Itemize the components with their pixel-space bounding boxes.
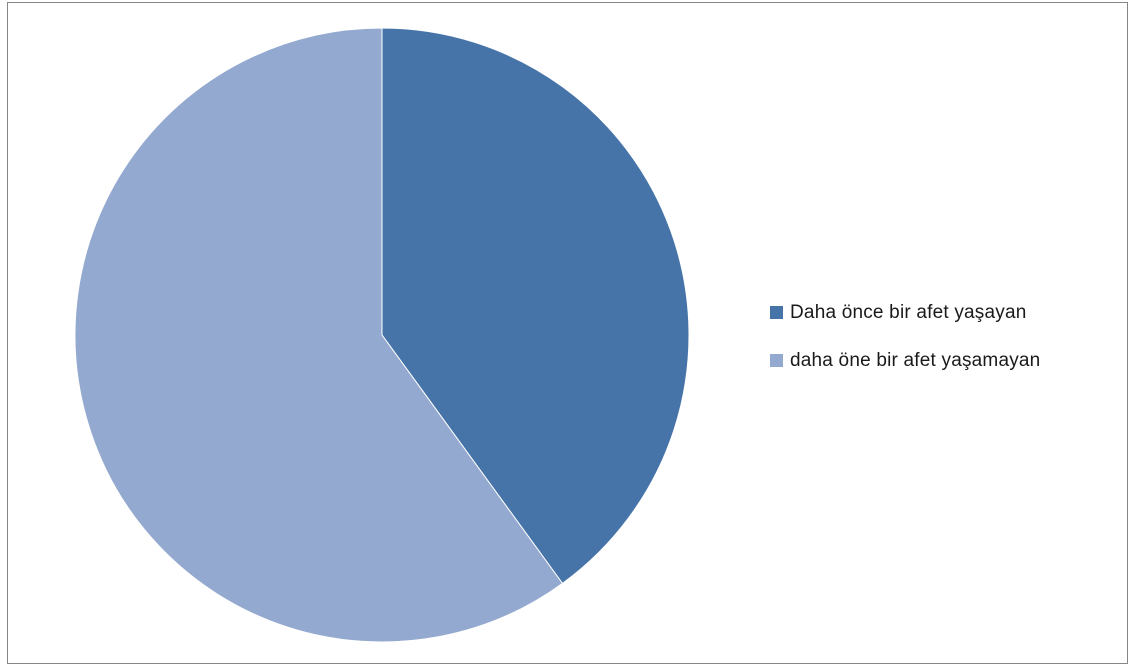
legend-label-0: Daha önce bir afet yaşayan (790, 301, 1027, 323)
legend: Daha önce bir afet yaşayan daha öne bir … (770, 297, 1040, 393)
legend-label-1: daha öne bir afet yaşamayan (790, 349, 1041, 371)
legend-swatch-1 (770, 354, 783, 367)
pie-slice-1 (74, 27, 564, 643)
legend-item-0: Daha önce bir afet yaşayan (770, 297, 1040, 328)
pie-slice-0 (381, 27, 690, 585)
legend-swatch-0 (770, 306, 783, 319)
legend-item-1: daha öne bir afet yaşamayan (770, 345, 1040, 376)
